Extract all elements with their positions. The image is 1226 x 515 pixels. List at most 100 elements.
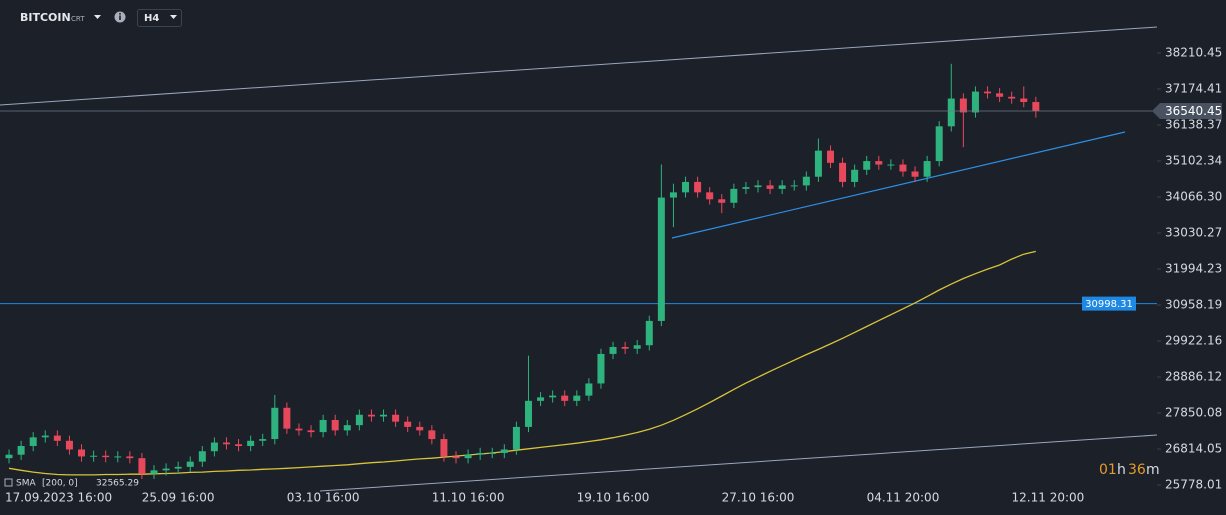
candle-body <box>1008 96 1016 99</box>
candle-body <box>911 171 919 177</box>
channel-upper <box>0 26 1158 106</box>
price-label-box <box>1152 103 1222 120</box>
candle-body <box>682 181 690 193</box>
candle-body <box>996 93 1004 97</box>
y-tick-label: 28886.12 <box>1165 369 1222 383</box>
candle-body <box>41 435 49 438</box>
candle-body <box>537 397 545 401</box>
candle-body <box>259 439 267 441</box>
candle-body <box>959 98 967 113</box>
candle-body <box>331 419 339 431</box>
symbol-dropdown[interactable] <box>94 15 101 19</box>
candle-body <box>742 187 750 189</box>
candle-body <box>512 426 520 450</box>
candle-body <box>114 456 122 458</box>
candle-body <box>162 468 170 471</box>
timeframe-box[interactable] <box>137 9 182 27</box>
y-tick-label: 30958.19 <box>1165 297 1222 311</box>
candle-body <box>984 91 992 94</box>
sma-line <box>8 250 1036 476</box>
sma-name: SMA <box>16 479 36 489</box>
info-icon-dot <box>119 13 121 15</box>
symbol-suffix: CRT <box>71 15 85 23</box>
candle-body <box>247 440 255 447</box>
candle-body <box>295 428 303 431</box>
level-label-box <box>1082 296 1136 311</box>
y-tick-label: 34066.30 <box>1165 189 1222 203</box>
level-label: 30998.31 <box>1085 299 1133 310</box>
candle-body <box>669 192 677 198</box>
channel-lower <box>319 434 1158 492</box>
sma-params: [200, 0] <box>42 479 78 489</box>
candle-body <box>621 346 629 349</box>
candle-body <box>404 421 412 427</box>
candle-body <box>174 466 182 469</box>
candle-body <box>718 199 726 203</box>
plot: 38210.45 37174.41 36138.37 35102.34 34066.30… <box>0 45 1222 505</box>
candle-body <box>1032 102 1040 112</box>
candle-body <box>464 454 472 459</box>
candle-body <box>5 454 13 459</box>
candle-body <box>65 440 73 450</box>
candle-body <box>102 455 110 458</box>
candle-body <box>319 419 327 433</box>
y-tick-label: 29922.16 <box>1165 333 1222 347</box>
candle-body <box>90 455 98 457</box>
timeframe[interactable]: H4 <box>144 13 159 24</box>
candle-body <box>29 437 37 447</box>
timeframe-dropdown[interactable] <box>170 15 177 19</box>
candle-body <box>500 449 508 453</box>
symbol[interactable]: BITCOIN <box>20 11 71 24</box>
candle-body <box>694 181 702 193</box>
toolbar: BITCOIN CRT H4 <box>20 9 182 27</box>
candle-body <box>392 414 400 422</box>
y-tick-label: 37174.41 <box>1165 81 1222 95</box>
candle-body <box>706 192 714 200</box>
candle-body <box>935 126 943 162</box>
candle-body <box>609 346 617 354</box>
x-tick-label: 25.09 16:00 <box>142 491 215 505</box>
candle-body <box>875 161 883 165</box>
candle-body <box>633 345 641 349</box>
candle-body <box>488 452 496 454</box>
candle-body <box>150 470 158 474</box>
sma-legend-icon[interactable] <box>4 478 13 487</box>
candle-body <box>657 197 665 321</box>
candle-body <box>887 164 895 166</box>
candle-body <box>343 425 351 431</box>
candle-body <box>597 353 605 384</box>
candle-body <box>78 449 86 457</box>
candle-body <box>754 185 762 188</box>
candle-body <box>283 407 291 429</box>
countdown-minutes: 36 <box>1128 462 1146 478</box>
countdown-m: m <box>1146 462 1160 478</box>
candle-body <box>416 426 424 431</box>
x-tick-label: 17.09.2023 16:00 <box>5 491 112 505</box>
candle-body <box>561 395 569 401</box>
candle-body <box>851 169 859 182</box>
candle-body <box>524 400 532 427</box>
x-tick-label: 11.10 16:00 <box>432 491 505 505</box>
candle-body <box>947 98 955 127</box>
candle-body <box>271 407 279 440</box>
countdown: 01 h 36 m <box>1099 462 1160 478</box>
sma-value: 32565.29 <box>96 479 139 489</box>
candle-body <box>210 442 218 452</box>
candle-body <box>380 414 388 417</box>
candle-body <box>17 446 25 455</box>
candle-body <box>573 395 581 401</box>
sma-legend: SMA [200, 0] 32565.29 <box>4 478 139 489</box>
candle-body <box>235 444 243 447</box>
countdown-h: h <box>1117 462 1126 478</box>
candle-body <box>971 91 979 113</box>
candle-body <box>730 188 738 203</box>
candle-body <box>923 161 931 177</box>
trend-line <box>671 131 1126 239</box>
y-tick-label: 25778.01 <box>1165 477 1222 491</box>
y-tick-label: 33030.27 <box>1165 225 1222 239</box>
candle-body <box>549 395 557 398</box>
candle-body <box>1020 98 1028 103</box>
